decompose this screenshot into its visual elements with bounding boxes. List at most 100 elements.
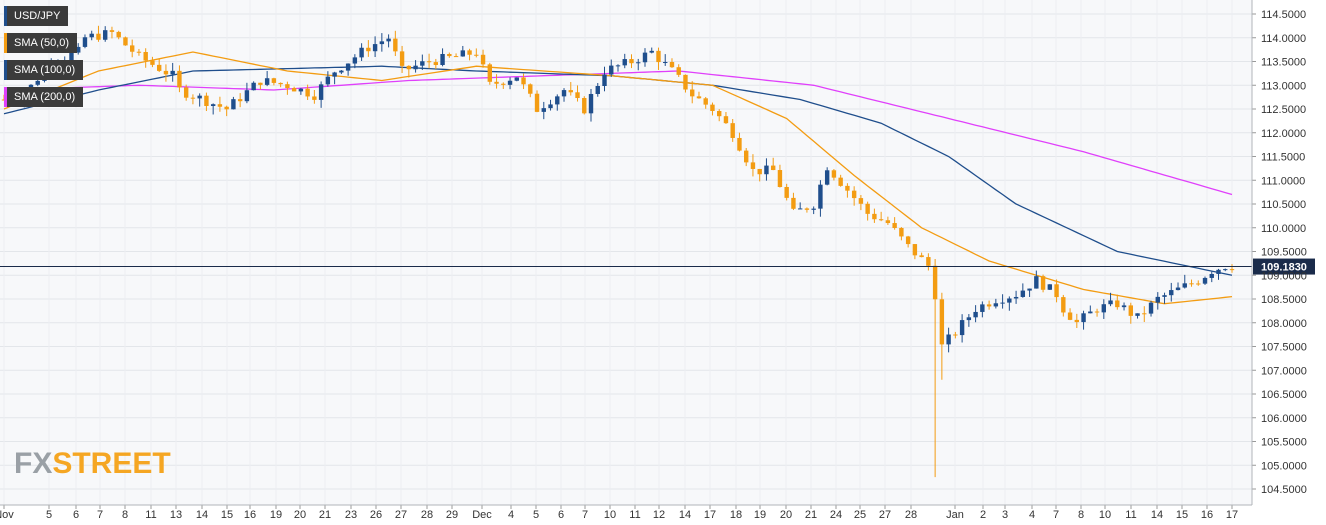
candle <box>696 91 702 99</box>
candle <box>791 192 796 211</box>
candle-body <box>757 168 762 175</box>
x-tick-label: 7 <box>1053 509 1059 521</box>
candles-layer <box>1 25 1235 478</box>
candle <box>980 301 985 318</box>
candle <box>352 54 358 69</box>
candle-body <box>1108 300 1113 305</box>
candle-body <box>278 82 283 85</box>
candle-body <box>372 44 378 52</box>
candle-body <box>440 53 445 65</box>
candle <box>244 82 250 104</box>
legend-item-sma50[interactable]: SMA (50,0) <box>4 33 78 53</box>
candle-body <box>143 51 148 61</box>
candle <box>919 252 924 258</box>
candle-body <box>851 190 857 199</box>
candle <box>1047 284 1053 290</box>
x-tick-label: 10 <box>604 509 616 521</box>
candle-body <box>845 185 850 191</box>
x-tick-label: 15 <box>1176 509 1188 521</box>
candle-body <box>82 37 88 47</box>
candle <box>953 331 958 339</box>
candle <box>204 92 209 112</box>
candle <box>96 25 101 42</box>
candle <box>629 54 634 69</box>
y-tick-label: 112.0000 <box>1261 128 1306 140</box>
x-tick-label: 10 <box>1099 509 1111 521</box>
candle <box>777 164 783 188</box>
candle-body <box>501 83 506 85</box>
x-tick-label: 21 <box>805 509 817 521</box>
candle-body <box>447 53 452 57</box>
candle <box>129 39 135 58</box>
candle-body <box>366 47 371 52</box>
candle <box>1196 280 1201 286</box>
candle <box>885 216 891 225</box>
candle-body <box>1169 290 1174 296</box>
candle-body <box>663 62 668 64</box>
y-tick-label: 114.0000 <box>1261 33 1306 45</box>
candle <box>582 96 587 115</box>
candle-body <box>609 65 614 75</box>
candle-body <box>136 51 142 53</box>
x-tick-label: 8 <box>1078 509 1084 521</box>
candle <box>676 64 681 77</box>
candle <box>1020 283 1026 298</box>
candle-body <box>791 197 796 209</box>
candle <box>1142 306 1147 323</box>
candle <box>494 74 499 89</box>
candle-body <box>683 74 688 90</box>
y-tick-label: 105.5000 <box>1261 437 1307 449</box>
candle-body <box>636 62 641 64</box>
candle <box>89 30 94 41</box>
candle-body <box>1034 276 1039 289</box>
candle-body <box>224 106 229 110</box>
candle-body <box>1162 295 1167 297</box>
candle-body <box>959 320 965 336</box>
candle <box>224 105 229 117</box>
candle <box>116 30 121 40</box>
candle <box>797 202 803 210</box>
x-tick-label: 7 <box>582 509 588 521</box>
x-tick-label: 6 <box>73 509 79 521</box>
candle <box>1115 294 1120 310</box>
candle <box>514 77 519 82</box>
candle <box>285 81 290 95</box>
candle <box>649 47 654 54</box>
candle <box>258 82 263 90</box>
candle <box>1121 302 1127 311</box>
x-tick-label: 14 <box>1151 509 1163 521</box>
candle <box>555 94 560 111</box>
candle <box>878 211 884 222</box>
candle <box>1229 264 1235 273</box>
candle-body <box>521 77 526 85</box>
candle <box>190 94 196 105</box>
x-tick-label: 14 <box>196 509 208 521</box>
candle-body <box>420 61 425 66</box>
candle <box>858 195 864 211</box>
candle-body <box>507 80 513 85</box>
y-tick-label: 105.0000 <box>1261 460 1307 472</box>
candle <box>622 53 627 69</box>
x-tick-label: 28 <box>421 509 433 521</box>
candle <box>905 235 911 248</box>
candle <box>231 96 236 110</box>
candle-body <box>939 299 945 345</box>
candle-body <box>35 80 40 85</box>
candle <box>615 64 621 72</box>
candle-body <box>885 220 891 224</box>
candle-body <box>528 84 533 94</box>
candle <box>76 43 81 55</box>
x-tick-label: 13 <box>170 509 182 521</box>
x-tick-label: 16 <box>1201 509 1213 521</box>
candle-body <box>555 96 560 105</box>
legend-item-sma200[interactable]: SMA (200,0) <box>4 87 84 107</box>
legend-item-sma100[interactable]: SMA (100,0) <box>4 60 84 80</box>
legend-item-usdjpy[interactable]: USD/JPY <box>4 6 69 26</box>
candle <box>1061 294 1066 317</box>
candle <box>932 259 938 478</box>
candle <box>757 168 762 182</box>
candle <box>103 26 108 42</box>
candle-body <box>737 137 742 151</box>
candle <box>656 47 661 70</box>
candle-body <box>217 104 223 107</box>
